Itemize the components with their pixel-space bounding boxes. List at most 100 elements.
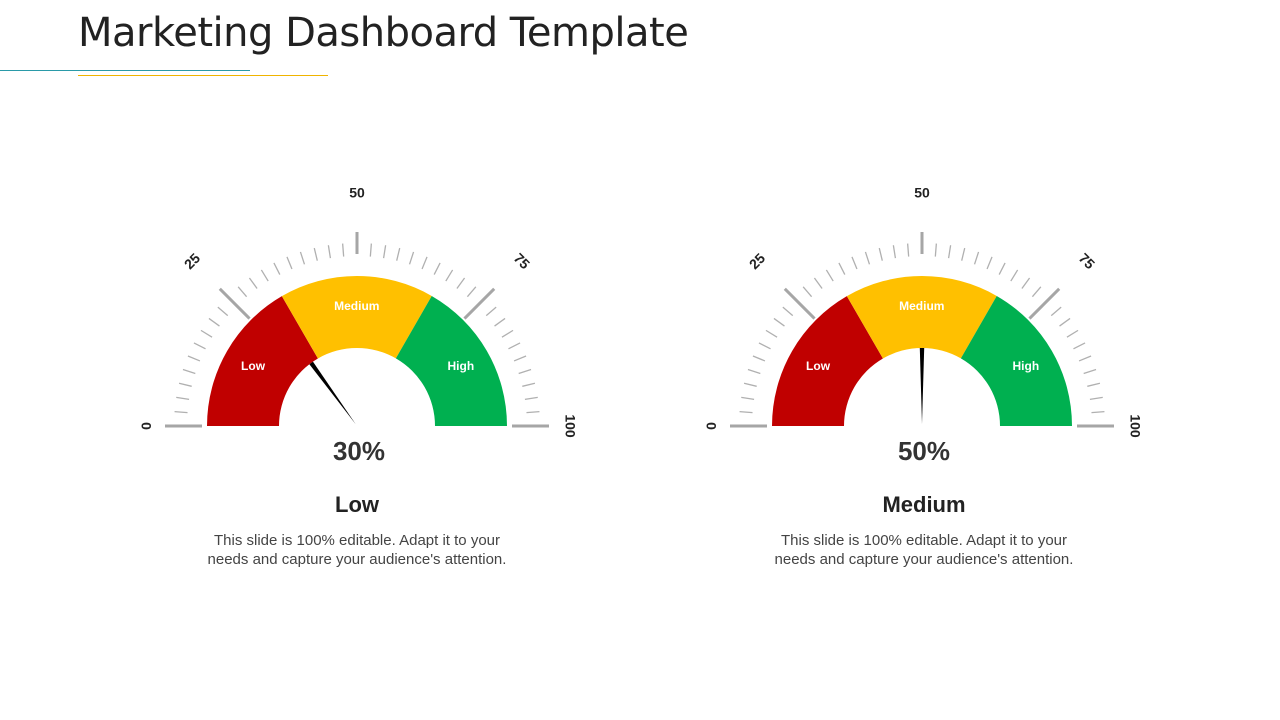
gauge-minor-tick	[878, 247, 883, 261]
gauge-minor-tick	[433, 262, 441, 275]
gauge-minor-tick	[892, 245, 897, 259]
gauge-minor-tick	[485, 306, 497, 317]
gauge-minor-tick	[1091, 410, 1105, 414]
gauge-minor-tick	[176, 396, 190, 401]
gauge-minor-tick	[421, 256, 428, 270]
gauge-minor-tick	[752, 355, 766, 362]
gauge-minor-tick	[813, 277, 823, 289]
gauge-band-label: Medium	[899, 299, 944, 313]
gauge-minor-tick	[998, 262, 1006, 275]
gauge-tick-label: 100	[1127, 414, 1143, 438]
title-underline-teal	[0, 70, 250, 71]
gauge-minor-tick	[299, 251, 306, 265]
gauge-minor-tick	[408, 251, 415, 265]
gauge-minor-tick	[217, 306, 229, 317]
gauge-minor-tick	[341, 243, 345, 257]
gauge-band-label: High	[1013, 359, 1040, 373]
gauge-band-label: Low	[241, 359, 266, 373]
gauge-minor-tick	[741, 396, 755, 401]
gauge-minor-tick	[178, 382, 192, 387]
gauge-band-label: Medium	[334, 299, 379, 313]
gauge-description: This slide is 100% editable. Adapt it to…	[774, 532, 1074, 568]
gauge-band-low	[207, 296, 318, 426]
gauge-minor-tick	[396, 247, 401, 261]
gauge-minor-tick	[248, 277, 258, 289]
gauge-minor-tick	[174, 410, 188, 414]
gauge-minor-tick	[934, 243, 938, 257]
gauge-minor-tick	[765, 329, 778, 338]
gauge-description: This slide is 100% editable. Adapt it to…	[207, 532, 507, 568]
gauge-minor-tick	[1089, 396, 1103, 401]
gauge-minor-tick	[273, 262, 281, 275]
gauge-minor-tick	[286, 256, 293, 270]
gauge-value-label: 30%	[333, 436, 385, 466]
gauge-needle	[919, 348, 925, 424]
gauge-chart: Low Medium High 0 25 50 75 100 50%	[703, 185, 1143, 466]
gauge-minor-tick	[1050, 306, 1062, 317]
gauge-minor-tick	[758, 342, 771, 350]
gauge-minor-tick	[187, 355, 201, 362]
gauge-minor-tick	[522, 382, 536, 387]
gauge-tick-label: 75	[511, 250, 533, 272]
gauge-tick-label: 0	[138, 422, 154, 430]
gauge-minor-tick	[851, 256, 858, 270]
gauge-value-label: 50%	[898, 436, 950, 466]
gauge-heading: Low	[335, 492, 379, 517]
gauge-band-high	[395, 295, 507, 426]
gauge-minor-tick	[1066, 329, 1079, 338]
gauge-minor-tick	[1010, 269, 1019, 282]
gauge-minor-tick	[494, 317, 506, 327]
gauge-minor-tick	[200, 329, 213, 338]
gauge-minor-tick	[501, 329, 514, 338]
gauge-minor-tick	[838, 262, 846, 275]
gauge-major-tick	[463, 287, 496, 320]
gauge-minor-tick	[747, 368, 761, 375]
gauge-minor-tick	[456, 277, 466, 289]
gauge-major-tick	[218, 287, 251, 320]
gauge-band-low	[772, 296, 883, 426]
gauge-minor-tick	[1021, 277, 1031, 289]
gauge-minor-tick	[524, 396, 538, 401]
gauge-minor-tick	[1087, 382, 1101, 387]
gauge-minor-tick	[369, 243, 373, 257]
gauge-tick-label: 25	[746, 250, 768, 272]
gauge-tick-label: 50	[914, 185, 930, 201]
title-underline-gold	[78, 75, 328, 76]
gauge-band-label: High	[448, 359, 475, 373]
gauge-minor-tick	[260, 269, 269, 282]
gauge-major-tick	[783, 287, 816, 320]
gauge-minor-tick	[208, 317, 220, 327]
gauge-minor-tick	[906, 243, 910, 257]
gauge-minor-tick	[237, 286, 248, 298]
gauge-minor-tick	[508, 342, 521, 350]
gauge-minor-tick	[445, 269, 454, 282]
page-title: Marketing Dashboard Template	[78, 10, 689, 56]
gauge-minor-tick	[973, 251, 980, 265]
gauge-minor-tick	[526, 410, 540, 414]
gauge-major-tick	[1028, 287, 1061, 320]
gauge-minor-tick	[382, 245, 387, 259]
gauge-minor-tick	[782, 306, 794, 317]
gauge-minor-tick	[327, 245, 332, 259]
gauge-minor-tick	[802, 286, 813, 298]
gauge-minor-tick	[864, 251, 871, 265]
gauge-minor-tick	[986, 256, 993, 270]
gauge-minor-tick	[1031, 286, 1042, 298]
gauge-minor-tick	[739, 410, 753, 414]
gauge-minor-tick	[743, 382, 757, 387]
gauge-tick-label: 100	[562, 414, 578, 438]
gauge-tick-label: 50	[349, 185, 365, 201]
gauge-minor-tick	[313, 247, 318, 261]
gauge-minor-tick	[1059, 317, 1071, 327]
gauge-tick-label: 25	[181, 250, 203, 272]
gauge-minor-tick	[1073, 342, 1086, 350]
gauge-band-high	[960, 295, 1072, 426]
gauge-needle	[309, 361, 356, 425]
gauge-minor-tick	[513, 355, 527, 362]
gauge-band-medium	[281, 276, 432, 359]
gauge-minor-tick	[193, 342, 206, 350]
gauge-minor-tick	[1083, 368, 1097, 375]
gauge-minor-tick	[961, 247, 966, 261]
gauge-tick-label: 0	[703, 422, 719, 430]
gauge-minor-tick	[518, 368, 532, 375]
